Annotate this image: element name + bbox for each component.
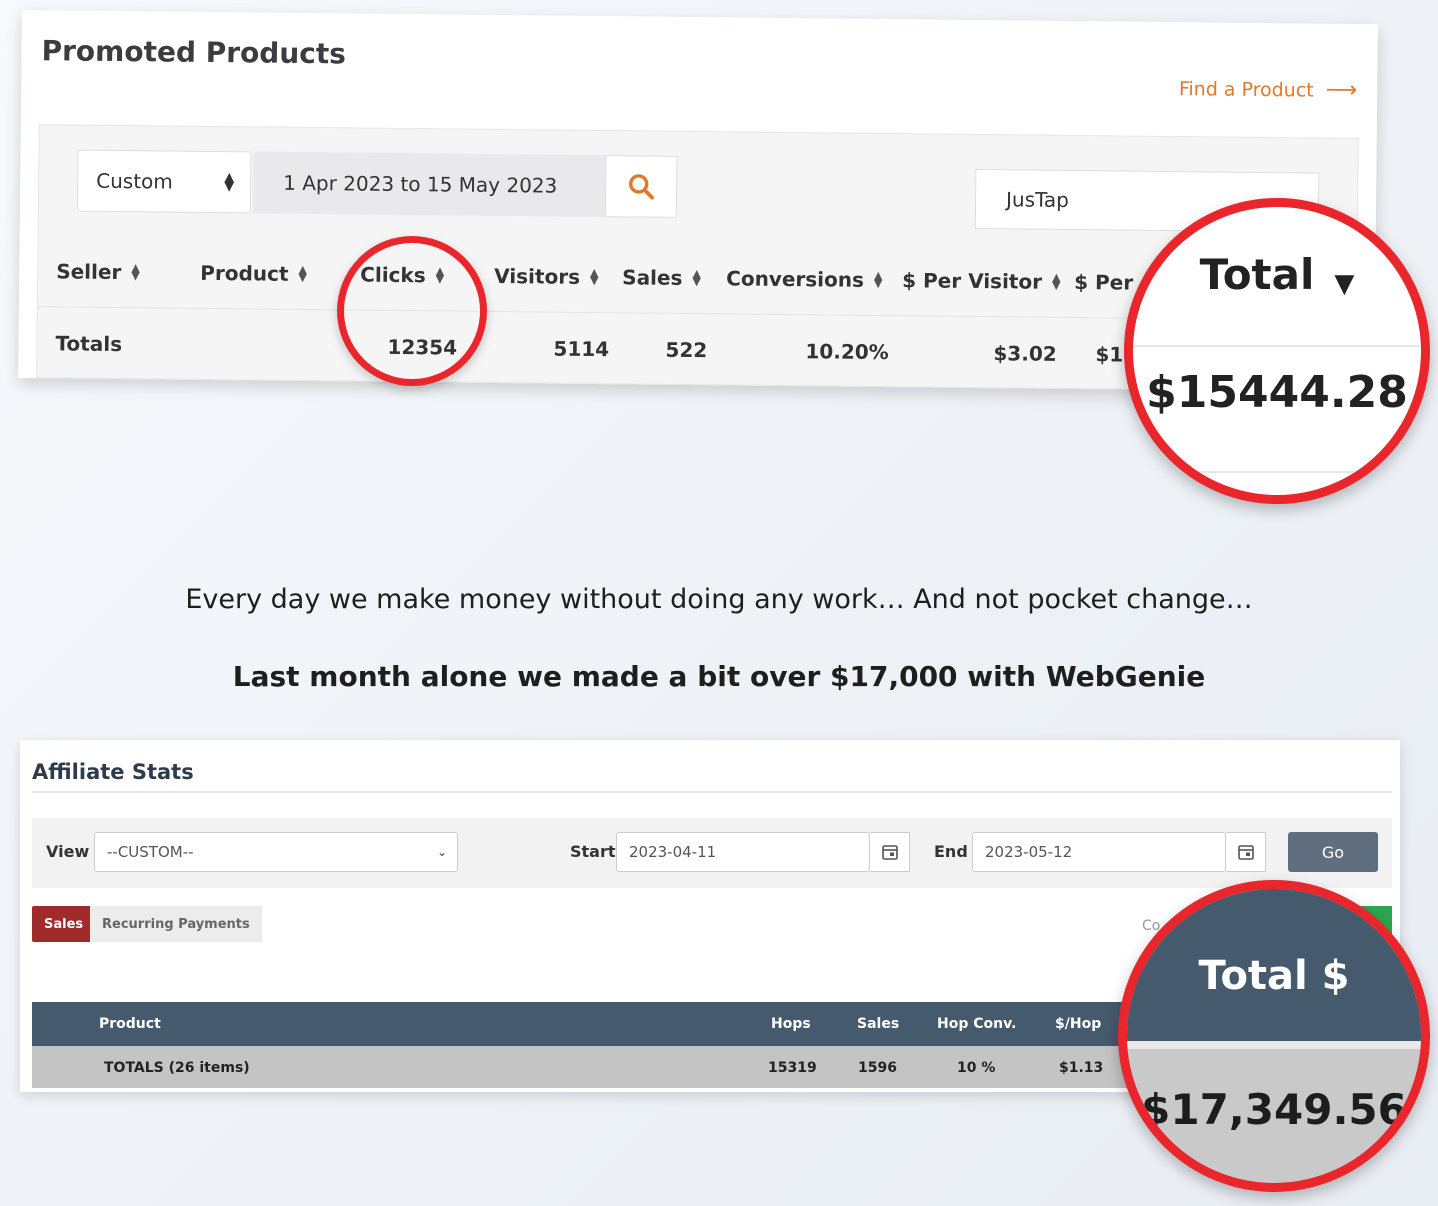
zoom-divider [1133,471,1421,473]
col-conversions[interactable]: Conversions ▲ ▼ [726,266,882,292]
col-product[interactable]: Product ▲ ▼ [200,261,307,286]
end-date-input[interactable]: 2023-05-12 [972,832,1226,872]
col-product-label: Product [200,260,289,286]
th-hops[interactable]: Hops [771,1016,811,1032]
totals-sales: 522 [665,337,708,363]
totals-sales: 1596 [858,1060,897,1076]
col-per-partial-label: $ Per [1074,270,1134,295]
totals-visitors: 5114 [553,336,610,362]
view-label: View [46,842,90,861]
col-sales[interactable]: Sales ▲ ▼ [622,265,701,290]
th-product[interactable]: Product [99,1016,161,1032]
totals-hop-conv: 10 % [957,1060,996,1076]
filter-value: JusTap [1005,187,1070,212]
arrow-right-icon: ⟶ [1325,77,1358,103]
search-button[interactable] [604,155,678,218]
totals-per-hop: $1.13 [1059,1060,1104,1076]
divider [32,791,1392,793]
promoted-products-card: Promoted Products Find a Product ⟶ Custo… [18,10,1378,393]
col-seller[interactable]: Seller ▲ ▼ [56,259,140,284]
find-product-link[interactable]: Find a Product ⟶ [1179,76,1358,103]
headline-text: Last month alone we made a bit over $17,… [232,660,1206,693]
zoom-total-value: $15444.28 [1146,367,1408,418]
col-visitors[interactable]: Visitors ▲ ▼ [494,264,599,289]
date-range-value: 1 Apr 2023 to 15 May 2023 [283,170,558,198]
intro-text: Every day we make money without doing an… [185,584,1253,615]
date-range-input[interactable]: 1 Apr 2023 to 15 May 2023 [252,151,606,218]
th-per-hop[interactable]: $/Hop [1055,1016,1102,1032]
chevron-down-icon: ⌄ [436,845,447,859]
sort-icon: ▲ ▼ [692,267,702,289]
zoom-header: Total ▼ [1133,207,1421,347]
search-icon [629,174,654,200]
col-per-visitor-label: $ Per Visitor [902,268,1043,294]
tab-recurring-payments[interactable]: Recurring Payments [90,906,262,942]
report-panel: Custom ▲ ▼ 1 Apr 2023 to 15 May 2023 JusT… [36,124,1359,392]
calendar-icon [881,845,898,860]
totals-per-partial: $1 [1095,342,1124,367]
caret-down-icon: ▼ [1334,269,1355,299]
sort-icon: ▲ ▼ [589,265,599,288]
tab-sales[interactable]: Sales [32,906,96,942]
totals-conversions: 10.20% [805,339,889,365]
calendar-icon [1237,845,1254,860]
totals-label: Totals [55,331,123,357]
start-label: Start [570,842,616,861]
sort-icon: ▲ ▼ [131,261,140,283]
filter-bar: View --CUSTOM-- ⌄ Start 2023-04-11 End 2… [32,818,1392,888]
col-conversions-label: Conversions [726,266,865,292]
end-calendar-button[interactable] [1226,832,1266,872]
start-date-input[interactable]: 2023-04-11 [616,832,870,872]
totals-per-visitor: $3.02 [993,341,1057,366]
col-sales-label: Sales [622,265,683,290]
zoom-total-value: $17,349.56 [1141,1085,1407,1134]
select-arrows-icon: ▲ ▼ [224,170,235,195]
total-dollars-zoom-callout: Total $ $17,349.56 [1118,880,1430,1192]
find-product-label: Find a Product [1178,77,1314,102]
zoom-header-label: Total [1199,250,1315,299]
range-select[interactable]: Custom ▲ ▼ [76,149,252,214]
end-date-value: 2023-05-12 [985,843,1073,861]
start-calendar-button[interactable] [870,832,910,872]
view-select-value: --CUSTOM-- [107,843,194,861]
totals-hops: 15319 [768,1060,817,1076]
zoom-divider [1127,1041,1421,1049]
affiliate-title: Affiliate Stats [32,760,194,784]
go-button[interactable]: Go [1288,832,1378,872]
col-per-visitor[interactable]: $ Per Visitor ▲ ▼ [902,268,1061,294]
sort-icon: ▲ ▼ [298,262,308,284]
range-select-value: Custom [96,168,173,194]
th-hop-conv[interactable]: Hop Conv. [937,1016,1017,1032]
sort-icon: ▲ ▼ [873,268,883,291]
totals-row: Totals 12354 5114 522 10.20% $3.02 $1 [40,125,1358,366]
th-sales[interactable]: Sales [857,1016,900,1032]
page-title: Promoted Products [41,34,347,71]
view-select[interactable]: --CUSTOM-- ⌄ [94,832,458,872]
zoom-header: Total $ [1127,889,1421,1041]
total-zoom-callout: Total ▼ $15444.28 [1124,198,1430,504]
sort-icon: ▲ ▼ [1051,270,1061,292]
start-date-value: 2023-04-11 [629,843,717,861]
col-per-partial[interactable]: $ Per [1074,270,1133,295]
col-visitors-label: Visitors [494,263,581,289]
clicks-highlight-ring [337,236,487,386]
col-seller-label: Seller [56,259,122,285]
end-label: End [934,842,968,861]
totals-product: TOTALS (26 items) [104,1060,250,1076]
